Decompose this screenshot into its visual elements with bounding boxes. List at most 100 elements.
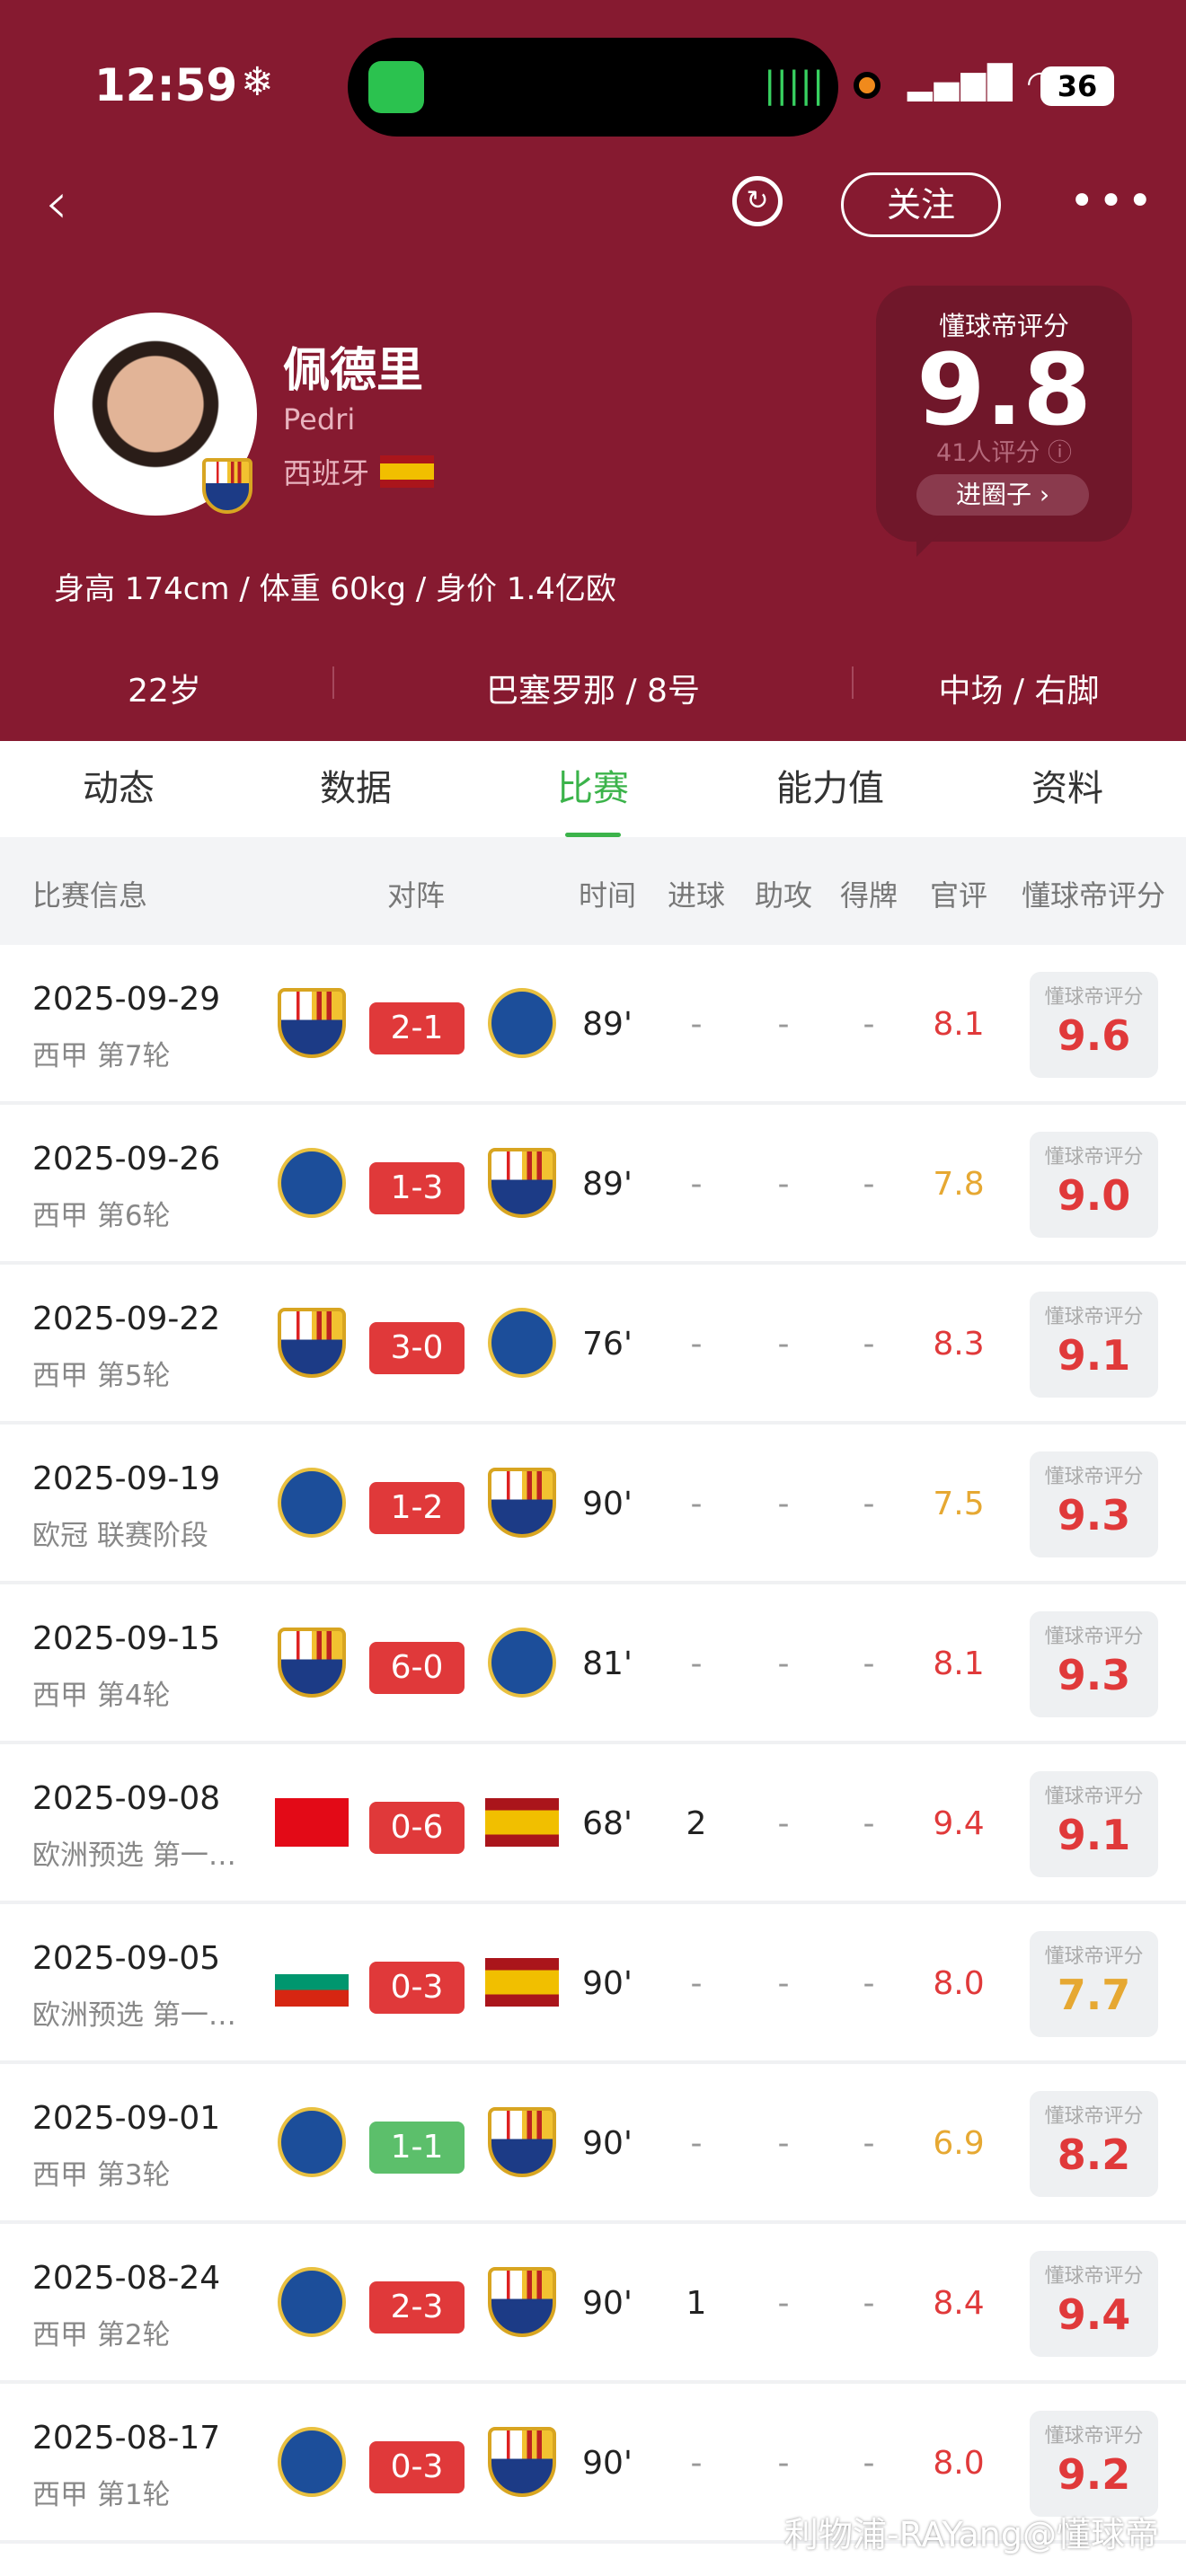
match-time: 90' <box>582 2125 633 2162</box>
match-goals: 2 <box>686 1805 707 1842</box>
user-rating-box[interactable]: 懂球帝评分 7.7 <box>1030 1931 1158 2037</box>
user-rating-box[interactable]: 懂球帝评分 9.1 <box>1030 1292 1158 1398</box>
user-rating-value: 9.4 <box>1057 2290 1131 2339</box>
match-row[interactable]: 2025-09-08 欧洲预选 第一… 0-6 68' 2 - - 9.4 懂球帝评分 9.1 <box>0 1744 1186 1904</box>
nationality-label: 西班牙 <box>283 456 370 490</box>
match-goals: - <box>690 1486 703 1522</box>
match-row[interactable]: 2025-08-17 西甲 第1轮 0-3 90' - - - 8.0 懂球帝评分 9.2 <box>0 2384 1186 2544</box>
player-header: 12:59 ❄ ||||| ▂▄▆█ ◠ 36 ‹ ↻ 关注 ••• 佩德里 P… <box>0 0 1186 741</box>
user-rating-box[interactable]: 懂球帝评分 9.1 <box>1030 1771 1158 1877</box>
match-row[interactable]: 2025-09-05 欧洲预选 第一… 0-3 90' - - - 8.0 懂球帝评分 7.7 <box>0 1904 1186 2064</box>
match-row[interactable]: 2025-09-19 欧冠 联赛阶段 1-2 90' - - - 7.5 懂球帝评分 9.3 <box>0 1425 1186 1584</box>
match-time: 90' <box>582 1965 633 2002</box>
match-row[interactable]: 2025-09-01 西甲 第3轮 1-1 90' - - - 6.9 懂球帝评分 8.2 <box>0 2064 1186 2224</box>
match-cards: - <box>863 1965 875 2002</box>
match-assists: - <box>777 1965 790 2002</box>
dynamic-island <box>348 38 838 137</box>
barcelona-logo-icon <box>488 2427 556 2497</box>
match-row[interactable]: 2025-09-26 西甲 第6轮 1-3 89' - - - 7.8 懂球帝评分 9.0 <box>0 1105 1186 1265</box>
tab-1[interactable]: 数据 <box>320 768 392 809</box>
back-button[interactable]: ‹ <box>45 171 68 237</box>
rating-value: 9.8 <box>916 332 1092 447</box>
match-row[interactable]: 2025-09-22 西甲 第5轮 3-0 76' - - - 8.3 懂球帝评分 9.1 <box>0 1265 1186 1425</box>
tab-2[interactable]: 比赛 <box>474 741 712 837</box>
match-official: 6.9 <box>933 2125 985 2162</box>
match-competition: 欧洲预选 第一… <box>32 1839 236 1872</box>
match-cards: - <box>863 2445 875 2482</box>
match-competition: 西甲 第4轮 <box>32 1680 171 1712</box>
match-time: 90' <box>582 2445 633 2482</box>
nationality: 西班牙 <box>283 451 435 492</box>
user-rating-value: 9.1 <box>1057 1811 1131 1859</box>
newcastle-logo-icon <box>278 1468 346 1538</box>
user-rating-label: 懂球帝评分 <box>1044 986 1144 1009</box>
barcelona-logo-icon <box>278 1628 346 1698</box>
refresh-icon[interactable]: ↻ <box>732 176 783 226</box>
match-competition: 西甲 第7轮 <box>32 1040 171 1072</box>
match-official: 9.4 <box>933 1805 985 1842</box>
rating-card-tail <box>916 530 943 557</box>
match-time: 81' <box>582 1645 633 1682</box>
tab-0[interactable]: 动态 <box>83 768 155 809</box>
match-cards: - <box>863 2285 875 2322</box>
column-header: 懂球帝评分 <box>1021 878 1166 913</box>
match-goals: 1 <box>686 2285 707 2322</box>
user-rating-box[interactable]: 懂球帝评分 9.2 <box>1030 2411 1158 2517</box>
match-official: 7.8 <box>933 1166 985 1203</box>
match-row[interactable]: 2025-09-15 西甲 第4轮 6-0 81' - - - 8.1 懂球帝评分 9.3 <box>0 1584 1186 1744</box>
match-time: 90' <box>582 1486 633 1522</box>
match-score: 0-6 <box>369 1802 465 1854</box>
user-rating-box[interactable]: 懂球帝评分 9.0 <box>1030 1132 1158 1238</box>
match-date: 2025-09-29 <box>32 981 221 1018</box>
user-rating-value: 8.2 <box>1057 2130 1131 2179</box>
spain-logo-icon <box>485 1958 559 2007</box>
user-rating-box[interactable]: 懂球帝评分 9.3 <box>1030 1611 1158 1717</box>
match-goals: - <box>690 2445 703 2482</box>
user-rating-label: 懂球帝评分 <box>1044 2105 1144 2128</box>
follow-button[interactable]: 关注 <box>841 172 1001 237</box>
match-date: 2025-09-19 <box>32 1460 221 1497</box>
user-rating-label: 懂球帝评分 <box>1044 1945 1144 1968</box>
divider <box>332 666 334 699</box>
audio-wave-icon: ||||| <box>764 65 825 106</box>
table-header: 比赛信息 对阵 时间 进球 助攻 得牌 官评 懂球帝评分 <box>0 837 1186 945</box>
match-assists: - <box>777 1645 790 1682</box>
tab-4[interactable]: 资料 <box>1031 768 1103 809</box>
match-cards: - <box>863 1006 875 1043</box>
match-cards: - <box>863 2125 875 2162</box>
match-goals: - <box>690 1166 703 1203</box>
match-date: 2025-08-17 <box>32 2420 221 2457</box>
user-rating-value: 9.1 <box>1057 1331 1131 1380</box>
user-rating-box[interactable]: 懂球帝评分 8.2 <box>1030 2091 1158 2197</box>
match-assists: - <box>777 2125 790 2162</box>
real-oviedo-logo-icon <box>278 1148 346 1218</box>
recording-dot-icon <box>854 72 881 99</box>
match-official: 8.1 <box>933 1006 985 1043</box>
user-rating-box[interactable]: 懂球帝评分 9.4 <box>1030 2251 1158 2357</box>
join-circle-button[interactable]: 进圈子 › <box>916 474 1089 516</box>
match-assists: - <box>777 1006 790 1043</box>
match-official: 8.0 <box>933 2445 985 2482</box>
watermark: 利物浦-RAYang@懂球帝 <box>783 2515 1159 2554</box>
match-row[interactable]: 2025-09-29 西甲 第7轮 2-1 89' - - - 8.1 懂球帝评分 9.6 <box>0 945 1186 1105</box>
divider <box>852 666 854 699</box>
match-goals: - <box>690 2125 703 2162</box>
match-time: 89' <box>582 1006 633 1043</box>
user-rating-box[interactable]: 懂球帝评分 9.3 <box>1030 1451 1158 1557</box>
player-position: 中场 / 右脚 <box>938 673 1100 710</box>
user-rating-box[interactable]: 懂球帝评分 9.6 <box>1030 972 1158 1078</box>
match-row[interactable]: 2025-08-24 西甲 第2轮 2-3 90' 1 - - 8.4 懂球帝评分 9.4 <box>0 2224 1186 2384</box>
match-competition: 欧冠 联赛阶段 <box>32 1520 208 1552</box>
levante-logo-icon <box>278 2267 346 2337</box>
column-header: 时间 <box>578 878 637 913</box>
match-score: 2-3 <box>369 2281 465 2333</box>
more-icon[interactable]: ••• <box>1069 176 1156 226</box>
match-assists: - <box>777 2285 790 2322</box>
barcelona-logo-icon <box>278 1308 346 1378</box>
tab-3[interactable]: 能力值 <box>776 768 884 809</box>
bulgaria-logo-icon <box>275 1958 349 2007</box>
match-official: 8.3 <box>933 1326 985 1363</box>
real-sociedad-logo-icon <box>488 988 556 1058</box>
match-time: 89' <box>582 1166 633 1203</box>
barcelona-logo-icon <box>488 1468 556 1538</box>
